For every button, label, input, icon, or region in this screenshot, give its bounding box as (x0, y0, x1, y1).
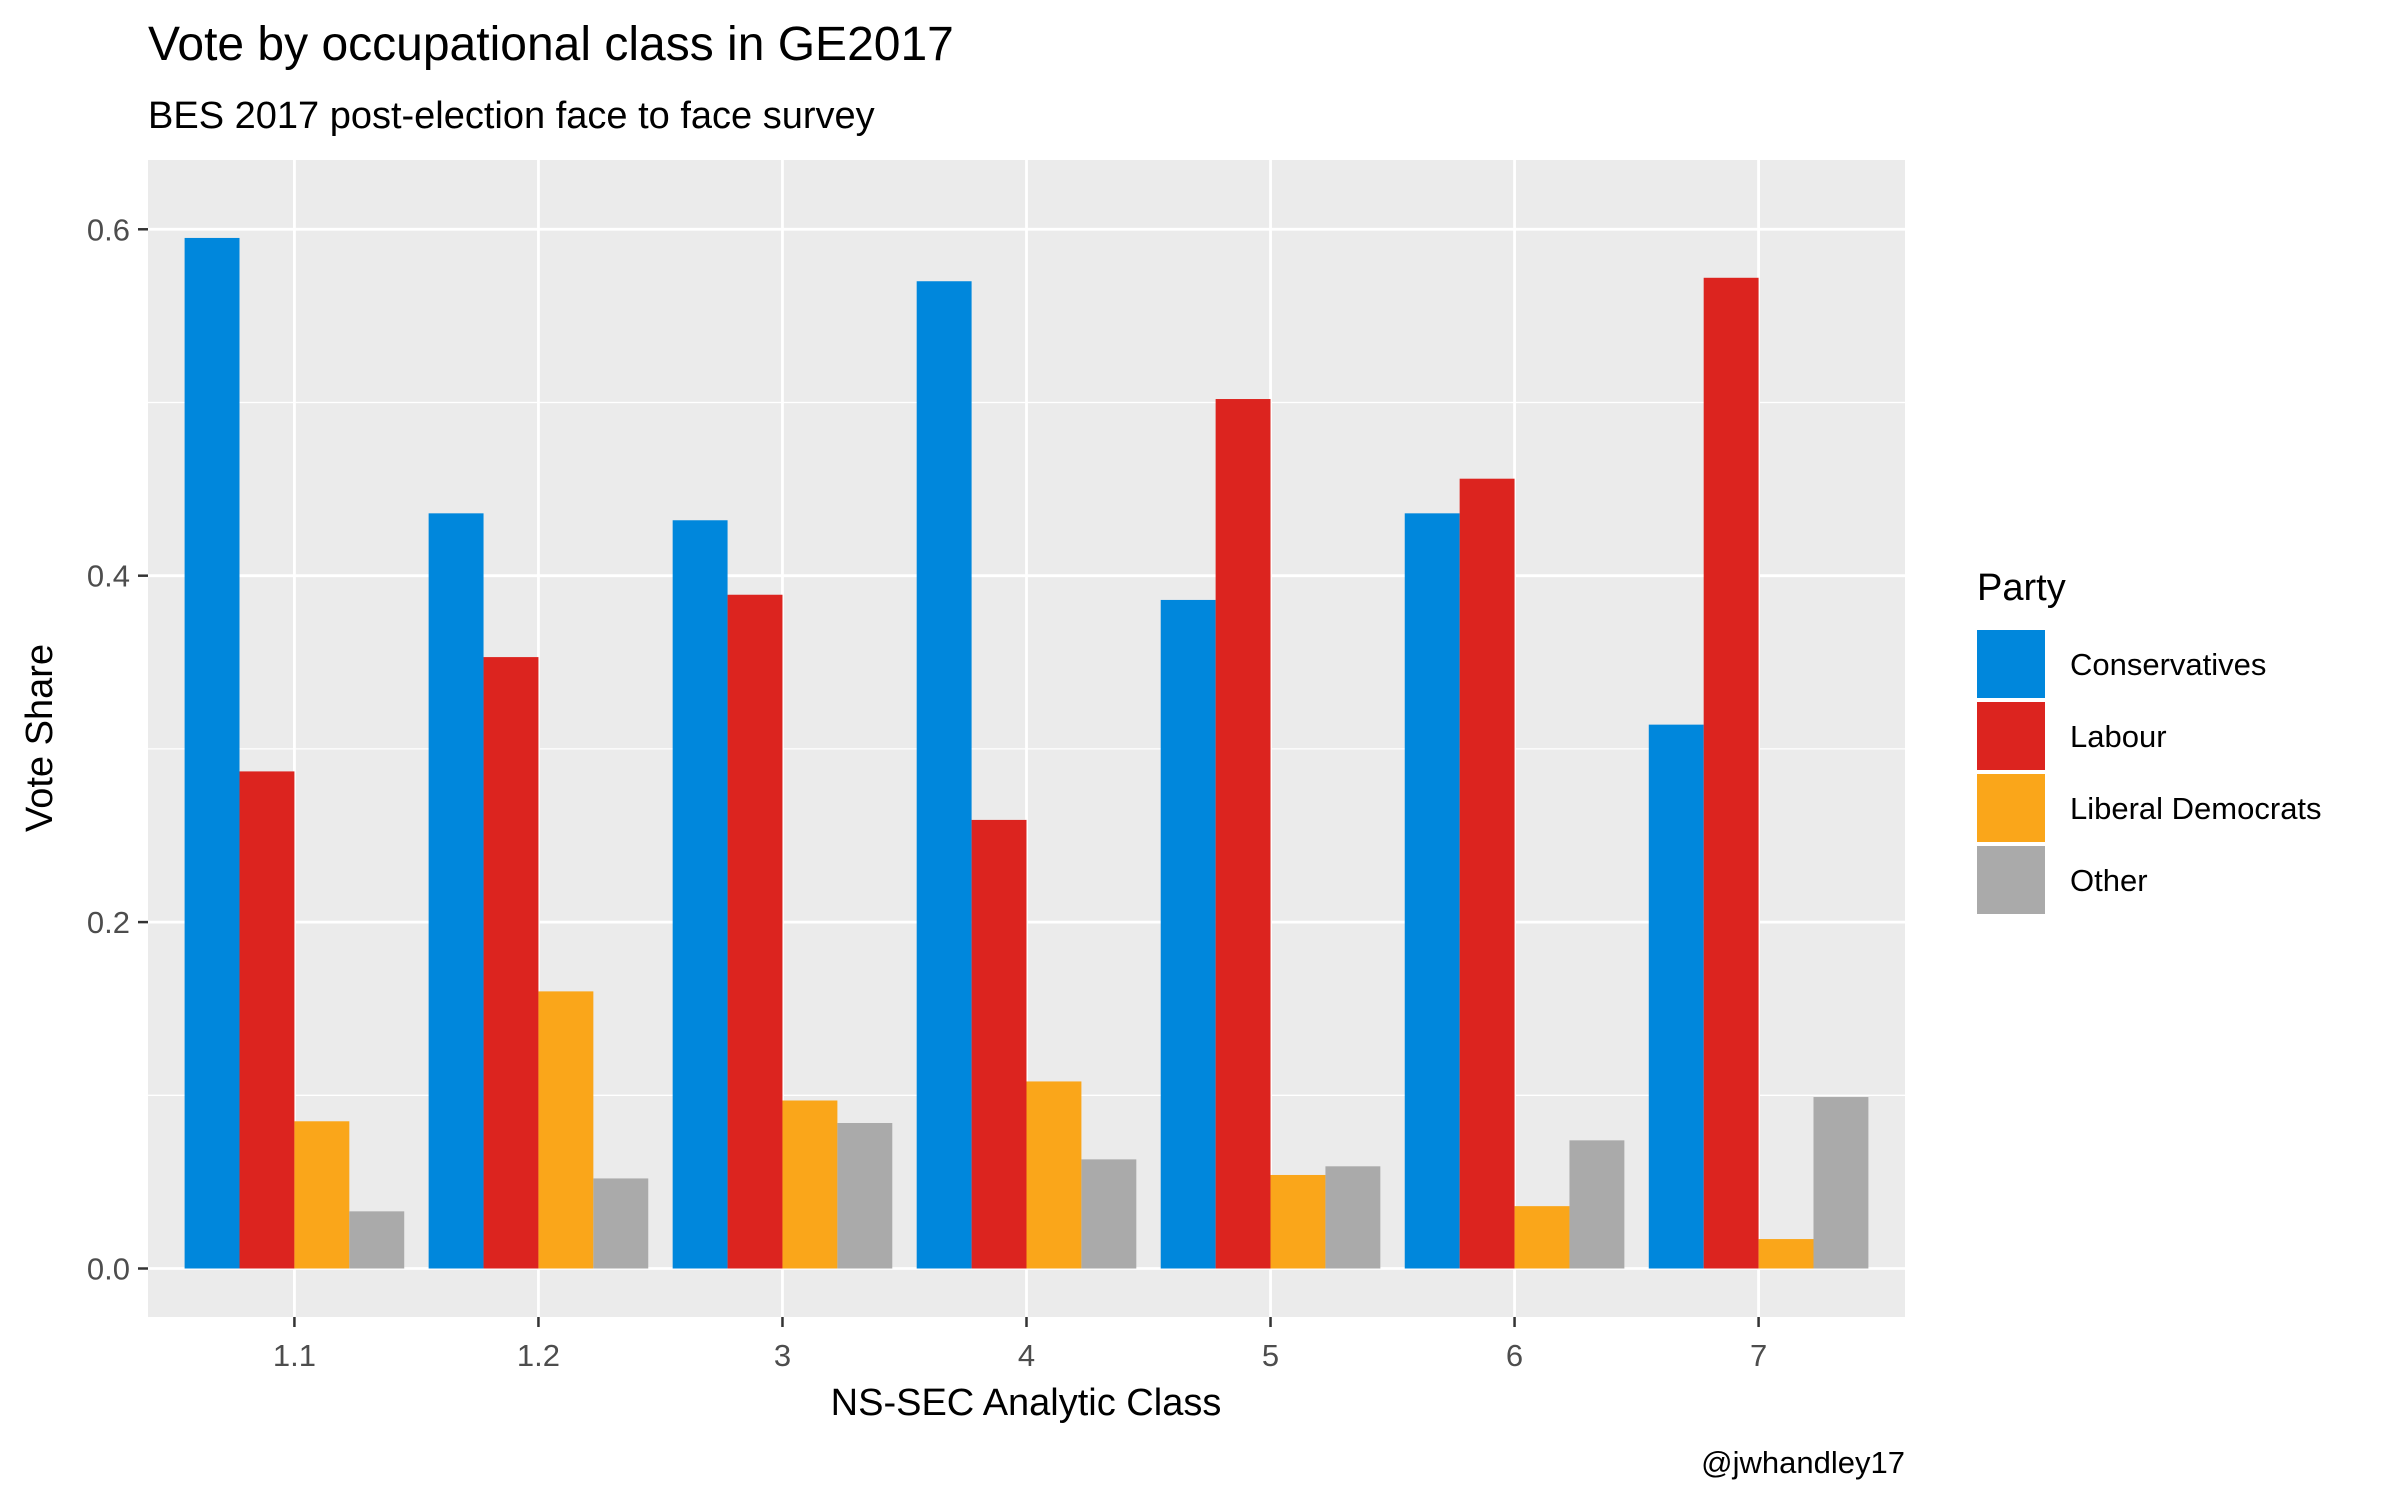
y-tick-label: 0.0 (87, 1252, 130, 1287)
legend-key-other (1977, 846, 2045, 914)
bar-conservatives-1-2 (428, 513, 484, 1269)
bar-labour-1-1 (239, 771, 295, 1269)
y-tick-label: 0.2 (87, 905, 130, 940)
legend-label-liberal-democrats: Liberal Democrats (2070, 791, 2322, 826)
x-tick-label: 3 (774, 1338, 791, 1373)
bar-other-1-1 (349, 1211, 405, 1269)
bar-conservatives-6 (1404, 513, 1460, 1269)
chart-caption: @jwhandley17 (1701, 1445, 1905, 1480)
bar-conservatives-7 (1648, 724, 1704, 1269)
bar-conservatives-3 (672, 520, 728, 1269)
bar-other-5 (1325, 1166, 1381, 1269)
bar-labour-6 (1459, 478, 1515, 1269)
bar-labour-4 (971, 819, 1027, 1269)
bar-other-4 (1081, 1159, 1137, 1269)
chart-subtitle: BES 2017 post-election face to face surv… (148, 95, 875, 137)
bar-labour-7 (1703, 277, 1759, 1269)
x-tick-label: 6 (1506, 1338, 1523, 1373)
legend-items: Conservatives Labour Liberal Democrats Othe… (1977, 630, 2322, 914)
legend: Party Conservatives Labour Liberal Democra… (1977, 567, 2322, 914)
x-tick-label: 4 (1018, 1338, 1035, 1373)
bar-liberal-democrats-3 (782, 1100, 838, 1269)
bar-conservatives-1-1 (184, 237, 240, 1269)
legend-label-conservatives: Conservatives (2070, 647, 2266, 682)
x-tick-label: 7 (1750, 1338, 1767, 1373)
bar-conservatives-4 (916, 281, 972, 1269)
legend-key-labour (1977, 702, 2045, 770)
chart-title: Vote by occupational class in GE2017 (148, 18, 954, 71)
legend-key-conservatives (1977, 630, 2045, 698)
y-axis-ticks: 0.0 0.2 0.4 0.6 (87, 212, 148, 1287)
bar-other-6 (1569, 1140, 1625, 1269)
y-tick-label: 0.4 (87, 559, 130, 594)
bar-liberal-democrats-1-1 (294, 1121, 350, 1269)
x-tick-label: 5 (1262, 1338, 1279, 1373)
bar-other-3 (837, 1123, 893, 1269)
legend-key-liberal-democrats (1977, 774, 2045, 842)
bar-liberal-democrats-4 (1026, 1081, 1082, 1269)
x-axis-ticks: 1.1 1.2 3 4 5 6 7 (273, 1317, 1767, 1373)
x-axis-title: NS-SEC Analytic Class (831, 1382, 1222, 1424)
legend-label-other: Other (2070, 863, 2148, 898)
bars (184, 237, 1869, 1269)
y-tick-label: 0.6 (87, 212, 130, 247)
bar-liberal-democrats-1-2 (538, 991, 594, 1269)
bar-liberal-democrats-6 (1514, 1206, 1570, 1269)
x-tick-label: 1.2 (517, 1338, 560, 1373)
bar-other-1-2 (593, 1178, 649, 1269)
bar-other-7 (1813, 1097, 1869, 1269)
y-axis-title: Vote Share (19, 644, 61, 832)
bar-liberal-democrats-5 (1270, 1174, 1326, 1269)
bar-labour-3 (727, 594, 783, 1269)
legend-title: Party (1977, 567, 2066, 609)
bar-conservatives-5 (1160, 599, 1216, 1269)
bar-liberal-democrats-7 (1758, 1239, 1814, 1269)
bar-labour-1-2 (483, 657, 539, 1269)
x-tick-label: 1.1 (273, 1338, 316, 1373)
bar-labour-5 (1215, 399, 1271, 1269)
legend-label-labour: Labour (2070, 719, 2167, 754)
